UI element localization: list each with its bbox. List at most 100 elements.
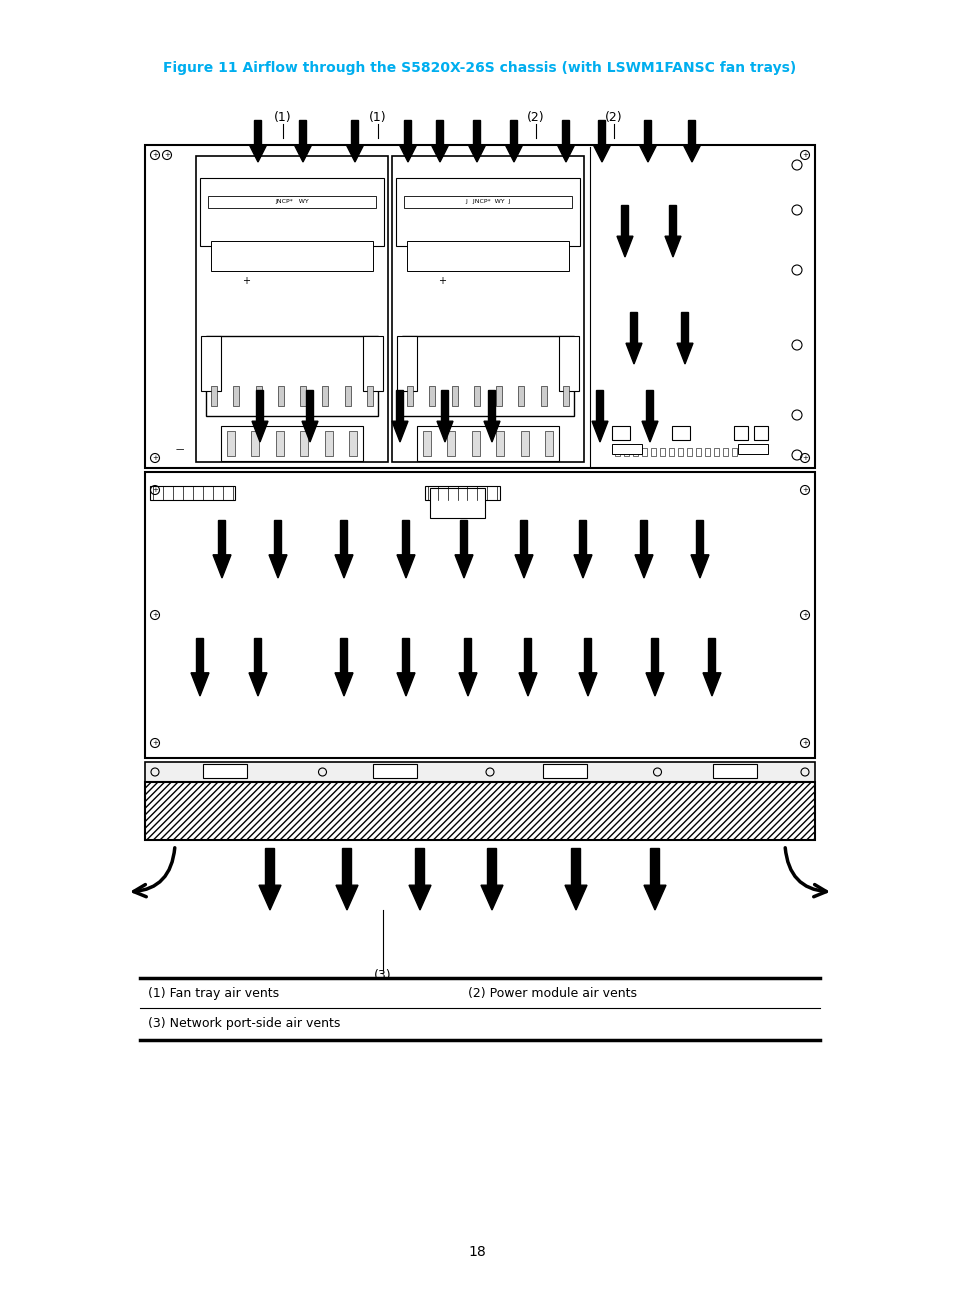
Bar [496,431,504,455]
Bar [510,120,517,145]
Bar [367,386,373,406]
Bar [464,638,471,673]
Bar [474,386,479,406]
Bar [712,763,757,778]
Polygon shape [396,673,415,696]
Text: +: + [801,612,807,619]
Text: (2): (2) [527,111,544,124]
Text: 18: 18 [468,1245,485,1259]
Bar [441,389,448,422]
Bar [200,179,384,246]
Polygon shape [468,145,485,162]
Bar [584,638,591,673]
Bar [300,386,306,406]
Bar [430,488,484,518]
Bar [218,520,225,555]
Polygon shape [483,422,499,443]
Bar [687,448,692,455]
Bar [416,426,558,461]
Bar [322,386,328,406]
Polygon shape [515,555,533,578]
Bar [487,848,496,885]
Bar [396,336,416,391]
Polygon shape [399,145,416,162]
Text: +: + [801,151,807,158]
Bar [396,389,403,422]
Bar [196,638,203,673]
Bar [624,448,629,455]
Bar [340,638,347,673]
Polygon shape [625,343,641,364]
Polygon shape [294,145,312,162]
Polygon shape [346,145,363,162]
Bar [571,848,579,885]
Bar [227,431,234,455]
Bar [544,431,553,455]
Bar [324,431,333,455]
Bar [254,638,261,673]
Bar [145,782,814,840]
Bar [659,448,665,455]
Polygon shape [213,555,231,578]
Bar [277,386,284,406]
Bar [680,312,688,343]
Bar [145,762,814,782]
Bar [733,426,747,440]
Polygon shape [250,145,266,162]
Bar [145,472,814,758]
Bar [447,431,455,455]
Polygon shape [455,555,473,578]
Bar [436,120,443,145]
Polygon shape [392,422,408,443]
Text: +: + [164,151,170,158]
Bar [646,389,653,422]
Polygon shape [564,885,586,910]
Bar [650,848,659,885]
Bar [274,520,281,555]
Bar [363,336,382,391]
Bar [407,386,413,406]
Bar [395,179,579,246]
Text: —: — [235,445,244,454]
Bar [578,520,586,555]
Polygon shape [557,145,574,162]
Bar [641,448,647,455]
Bar [562,120,569,145]
Bar [460,520,467,555]
Polygon shape [645,673,663,696]
Text: (1) Fan tray air vents: (1) Fan tray air vents [148,986,279,999]
Bar [211,241,373,270]
Bar [688,120,695,145]
Bar [678,448,682,455]
Bar [351,120,358,145]
Bar [416,848,424,885]
Bar [473,120,480,145]
Polygon shape [269,555,287,578]
Polygon shape [617,237,633,258]
Polygon shape [302,422,317,443]
Bar [300,431,308,455]
Text: +: + [801,740,807,747]
Bar [275,431,283,455]
Bar [558,336,578,391]
Bar [542,763,586,778]
Text: +: + [242,276,250,286]
Text: +: + [152,612,158,619]
Bar [201,336,221,391]
Text: (3): (3) [374,969,392,982]
Text: (3) Network port-side air vents: (3) Network port-side air vents [148,1017,340,1030]
Polygon shape [682,145,700,162]
Text: +: + [152,151,158,158]
Bar [344,386,351,406]
Bar [620,204,628,237]
Polygon shape [702,673,720,696]
Bar [252,431,259,455]
Bar [402,638,409,673]
Bar [349,431,356,455]
Bar [488,389,495,422]
Polygon shape [643,885,665,910]
Bar [254,120,261,145]
Bar [540,386,546,406]
Bar [496,386,501,406]
Polygon shape [518,673,537,696]
